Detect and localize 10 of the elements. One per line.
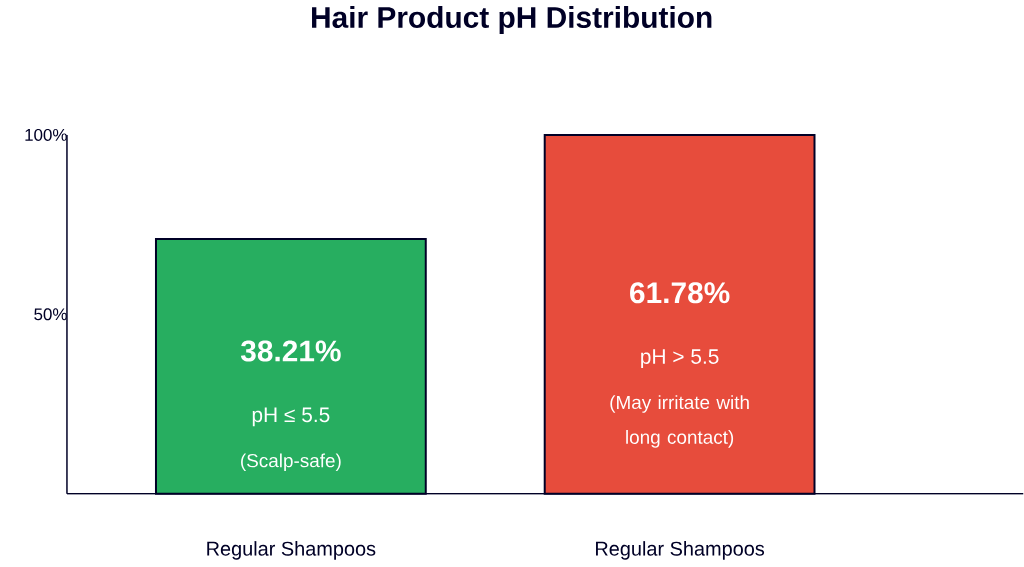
annotation: pH ≤ 5.5 <box>252 407 330 427</box>
x-tick-label: Regular Shampoos <box>207 541 376 560</box>
annotation: pH > 5.5 <box>641 349 719 369</box>
chart-title: Hair Product pH Distribution <box>312 6 712 35</box>
annotation: (May irritate with long contact) <box>610 395 749 448</box>
annotation: 38.21% <box>240 340 341 362</box>
x-tick-label: Regular Shampoos <box>596 541 765 560</box>
annotation: 61.78% <box>630 282 730 304</box>
y-tick-label: 100% <box>25 129 67 142</box>
annotation: (Scalp-safe) <box>241 453 341 472</box>
